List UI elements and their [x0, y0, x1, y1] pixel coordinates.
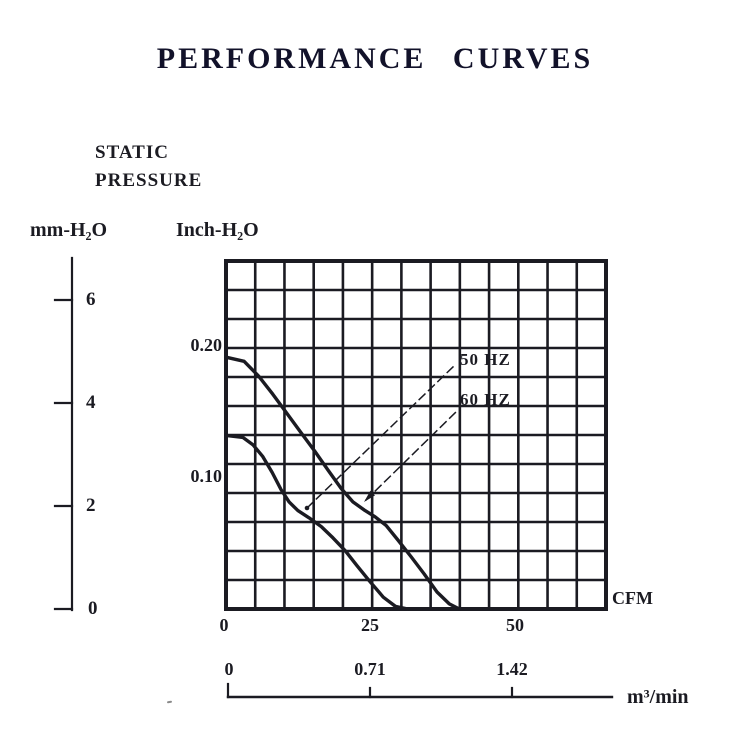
m3min-tick-142: 1.42 [496, 659, 528, 679]
cfm-tick-0: 0 [219, 615, 229, 635]
mm-tick-4: 4 [86, 392, 96, 413]
series-label-60hz: 60 HZ [460, 390, 511, 409]
y-axis-title-line1: STATIC [95, 142, 169, 163]
left-axis-unit-label: mm-H₂O [30, 219, 108, 241]
cfm-tick-25: 25 [361, 615, 379, 635]
mm-tick-0: 0 [88, 598, 98, 619]
inner-axis-unit-label: Inch-H₂O [176, 219, 259, 241]
leader-50hz [305, 362, 458, 510]
cfm-unit-label: CFM [612, 588, 653, 608]
m3min-unit-label: m³/min [627, 686, 689, 708]
inch-tick-010: 0.10 [190, 466, 223, 486]
curve-60hz [224, 355, 461, 611]
page-title: PERFORMANCE CURVES [156, 42, 594, 75]
inch-tick-020: 0.20 [190, 335, 223, 355]
leader-60hz [364, 409, 459, 502]
leader-50hz-dot [304, 505, 310, 511]
m3min-tick-071: 0.71 [354, 659, 386, 679]
m3min-tick-0: 0 [224, 659, 234, 679]
series-label-50hz: 50 HZ [460, 350, 511, 369]
cfm-tick-50: 50 [506, 615, 524, 635]
curve-50hz [224, 433, 410, 611]
y-axis-title-line2: PRESSURE [95, 170, 203, 191]
leader-60hz-arrowhead [364, 490, 375, 502]
mm-tick-2: 2 [86, 495, 96, 516]
mm-tick-6: 6 [86, 289, 96, 310]
